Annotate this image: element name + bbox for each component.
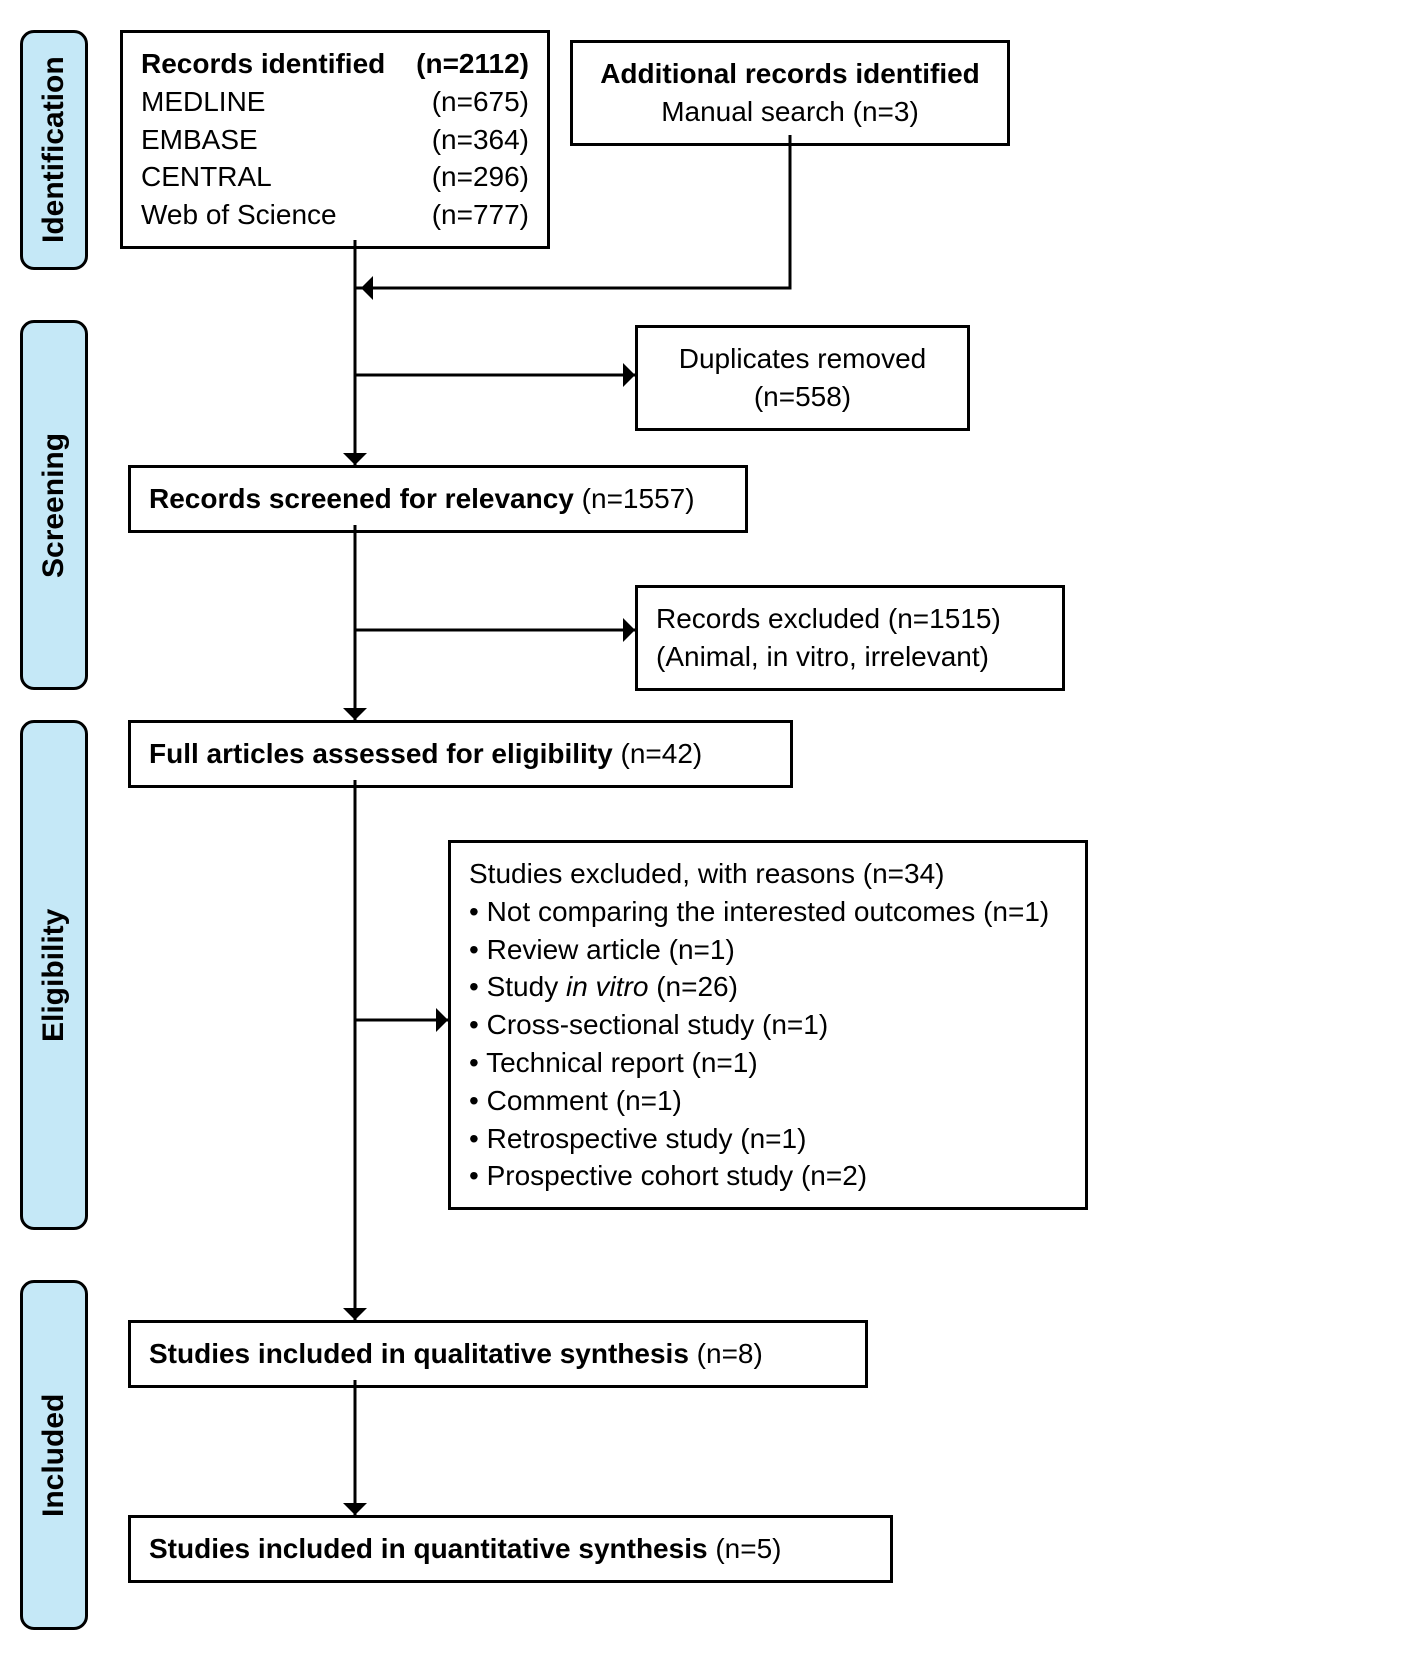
box-records-screened: Records screened for relevancy (n=1557)	[128, 465, 748, 533]
box-quantitative-synthesis: Studies included in quantitative synthes…	[128, 1515, 893, 1583]
phase-included: Included	[20, 1280, 88, 1630]
phase-label-text: Screening	[37, 432, 71, 577]
box-records-identified: Records identified (n=2112) MEDLINE (n=67…	[120, 30, 550, 249]
qualitative-rest: (n=8)	[689, 1338, 763, 1369]
box-full-articles: Full articles assessed for eligibility (…	[128, 720, 793, 788]
phase-eligibility: Eligibility	[20, 720, 88, 1230]
exclusion-reason: Not comparing the interested outcomes (n…	[469, 893, 1067, 931]
records-excluded-line1: Records excluded (n=1515)	[656, 600, 1044, 638]
source-row: EMBASE (n=364)	[141, 121, 529, 159]
exclusion-reason: Prospective cohort study (n=2)	[469, 1157, 1067, 1195]
duplicates-line2: (n=558)	[656, 378, 949, 416]
source-row: MEDLINE (n=675)	[141, 83, 529, 121]
duplicates-line1: Duplicates removed	[656, 340, 949, 378]
records-identified-title: Records identified	[141, 45, 385, 83]
full-articles-bold: Full articles assessed for eligibility	[149, 738, 613, 769]
source-name: CENTRAL	[141, 158, 272, 196]
records-screened-bold: Records screened for relevancy	[149, 483, 574, 514]
source-count: (n=364)	[432, 121, 529, 159]
exclusion-reason: Cross-sectional study (n=1)	[469, 1006, 1067, 1044]
additional-records-line1: Additional records identified	[591, 55, 989, 93]
box-records-excluded: Records excluded (n=1515) (Animal, in vi…	[635, 585, 1065, 691]
records-excluded-line2: (Animal, in vitro, irrelevant)	[656, 638, 1044, 676]
box-qualitative-synthesis: Studies included in qualitative synthesi…	[128, 1320, 868, 1388]
quantitative-rest: (n=5)	[708, 1533, 782, 1564]
source-count: (n=675)	[432, 83, 529, 121]
source-name: EMBASE	[141, 121, 258, 159]
source-row: CENTRAL (n=296)	[141, 158, 529, 196]
exclusion-reason: Technical report (n=1)	[469, 1044, 1067, 1082]
source-count: (n=296)	[432, 158, 529, 196]
box-duplicates-removed: Duplicates removed (n=558)	[635, 325, 970, 431]
qualitative-bold: Studies included in qualitative synthesi…	[149, 1338, 689, 1369]
records-identified-count: (n=2112)	[416, 45, 529, 83]
full-articles-rest: (n=42)	[613, 738, 703, 769]
prisma-flowchart: Identification Screening Eligibility Inc…	[20, 20, 1400, 1649]
exclusion-reason: Review article (n=1)	[469, 931, 1067, 969]
source-name: MEDLINE	[141, 83, 265, 121]
records-screened-rest: (n=1557)	[574, 483, 695, 514]
source-name: Web of Science	[141, 196, 337, 234]
phase-label-text: Eligibility	[37, 908, 71, 1041]
phase-screening: Screening	[20, 320, 88, 690]
source-row: Web of Science (n=777)	[141, 196, 529, 234]
exclusion-reason: Comment (n=1)	[469, 1082, 1067, 1120]
exclusion-reason: Retrospective study (n=1)	[469, 1120, 1067, 1158]
phase-label-text: Included	[37, 1393, 71, 1516]
additional-records-line2: Manual search (n=3)	[591, 93, 989, 131]
flowchart-arrows	[20, 20, 1400, 1649]
source-count: (n=777)	[432, 196, 529, 234]
phase-identification: Identification	[20, 30, 88, 270]
phase-label-text: Identification	[37, 57, 71, 244]
quantitative-bold: Studies included in quantitative synthes…	[149, 1533, 708, 1564]
studies-excluded-title: Studies excluded, with reasons (n=34)	[469, 855, 1067, 893]
box-additional-records: Additional records identified Manual sea…	[570, 40, 1010, 146]
exclusion-reason: Study in vitro (n=26)	[469, 968, 1067, 1006]
box-studies-excluded: Studies excluded, with reasons (n=34) No…	[448, 840, 1088, 1210]
